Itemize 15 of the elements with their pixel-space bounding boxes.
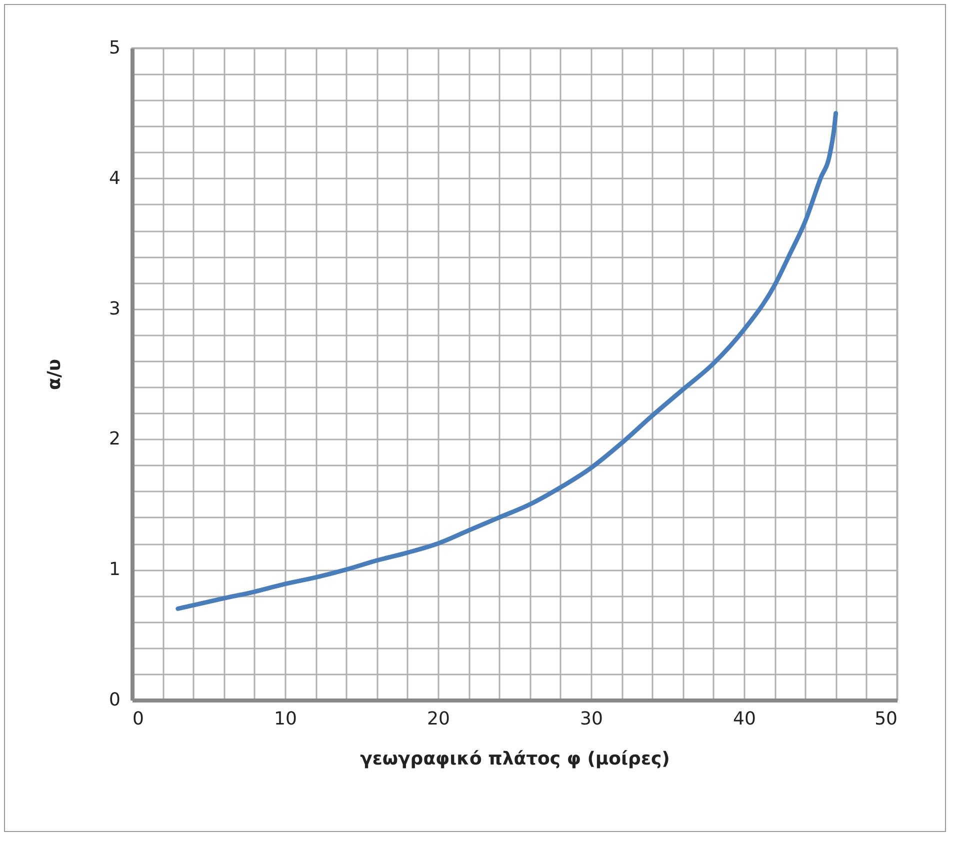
- y-tick-label: 4: [109, 168, 120, 189]
- x-tick-label: 0: [132, 708, 144, 730]
- y-axis-title: α/υ: [44, 358, 66, 390]
- y-tick-label: 2: [109, 428, 120, 450]
- y-tick-label: 5: [109, 38, 120, 58]
- y-tick-label: 0: [109, 690, 120, 710]
- y-tick-label: 1: [109, 559, 120, 580]
- x-tick-label: 10: [274, 708, 297, 730]
- x-tick-label: 50: [874, 708, 898, 730]
- x-axis-title: γεωγραφικό πλάτος φ (μοίρες): [360, 748, 670, 770]
- y-tick-label: 3: [109, 298, 120, 320]
- x-tick-label: 30: [580, 708, 603, 730]
- x-tick-label: 40: [733, 708, 756, 730]
- x-tick-label: 20: [427, 708, 450, 730]
- line-series: [176, 110, 838, 611]
